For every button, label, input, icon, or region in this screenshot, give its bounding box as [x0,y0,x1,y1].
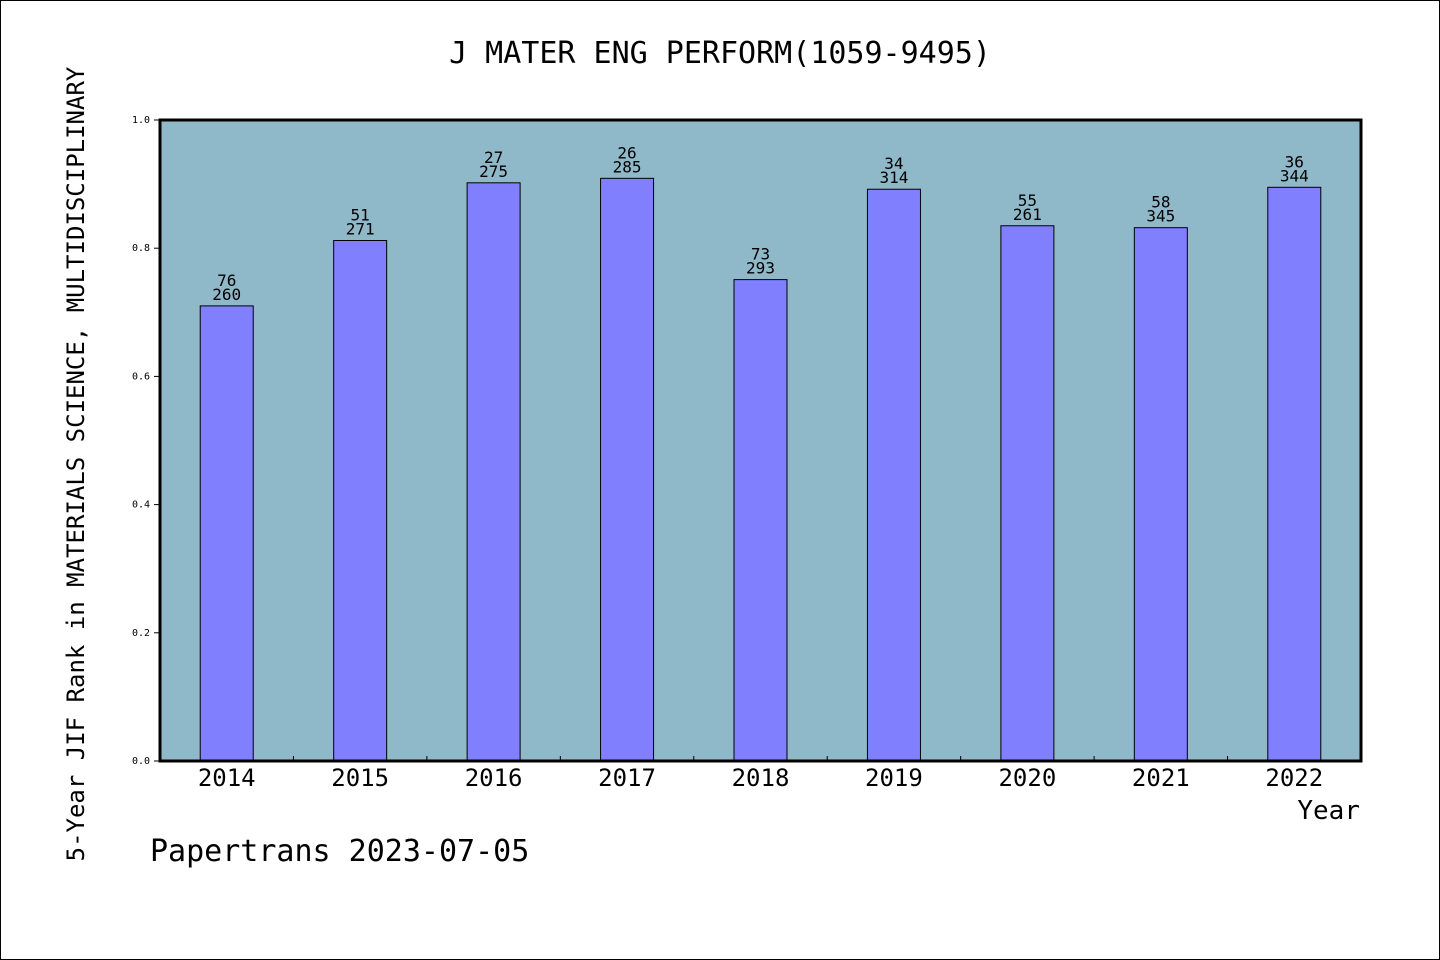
x-tick-label-2017: 2017 [598,764,656,792]
data-label-rank-2017: 26 [617,143,636,162]
y-tick-label: 0.0 [132,756,150,767]
data-label-total-2014: 260 [212,285,241,304]
x-tick-label-2015: 2015 [331,764,389,792]
data-label-total-2020: 261 [1013,205,1042,224]
data-label-rank-2018: 73 [751,245,770,264]
x-tick-label-2021: 2021 [1132,764,1190,792]
bar-2014 [199,305,254,762]
y-tick-label: 0.6 [132,371,150,382]
data-label-rank-2020: 55 [1018,191,1037,210]
y-tick-label: 1.0 [132,115,150,126]
data-label-total-2015: 271 [346,220,375,239]
data-label-total-2021: 345 [1146,207,1175,226]
bar-2022 [1267,186,1322,762]
data-label-total-2017: 285 [613,157,642,176]
data-label-total-2022: 344 [1280,166,1309,185]
chart-title: J MATER ENG PERFORM(1059-9495) [449,36,991,71]
plot-border [158,118,1363,763]
data-label-rank-2021: 58 [1151,193,1170,212]
bar-2015 [333,240,388,762]
x-tick-label-2022: 2022 [1265,764,1323,792]
x-axis-label: Year [1297,796,1360,826]
data-label-total-2019: 314 [879,168,908,187]
x-tick-label-2020: 2020 [998,764,1056,792]
data-label-total-2016: 275 [479,162,508,181]
bar-2018 [733,279,788,762]
bar-2017 [600,177,655,762]
data-label-rank-2015: 51 [351,206,370,225]
data-label-rank-2022: 36 [1285,152,1304,171]
x-tick-label-2016: 2016 [465,764,523,792]
bar-2016 [466,182,521,762]
bar-2020 [1000,225,1055,762]
bar-2019 [866,188,921,762]
data-label-rank-2019: 34 [884,154,903,173]
footer-text: Papertrans 2023-07-05 [150,834,530,869]
y-tick-label: 0.8 [132,243,150,254]
data-label-rank-2016: 27 [484,148,503,167]
x-tick-label-2014: 2014 [198,764,256,792]
y-tick-label: 0.2 [132,628,150,639]
data-label-total-2018: 293 [746,259,775,278]
data-label-rank-2014: 76 [217,271,236,290]
x-tick-label-2019: 2019 [865,764,923,792]
y-tick-label: 0.4 [132,500,150,511]
bar-2021 [1133,227,1188,762]
x-tick-label-2018: 2018 [732,764,790,792]
